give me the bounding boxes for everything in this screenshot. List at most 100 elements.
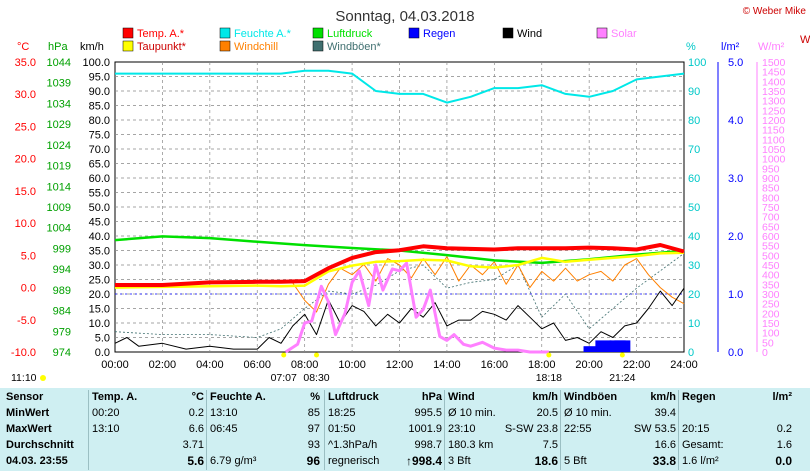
humidity-tick: 0 [688, 347, 694, 359]
cell-value: 20.5 [536, 407, 558, 419]
cell-left: 00:20 [92, 407, 120, 419]
legend-label: Taupunkt* [137, 41, 187, 53]
wind-tick: 35.0 [89, 246, 110, 258]
time-tick: 00:00 [101, 359, 129, 371]
legend-label: Windböen* [327, 41, 382, 53]
rain-bar [595, 340, 612, 352]
solar-tick: 350 [762, 279, 780, 291]
column-separator [560, 390, 561, 470]
solar-tick: 1450 [762, 67, 786, 79]
cell-left: 23:10 [448, 423, 476, 435]
rain-tick: 1.0 [728, 289, 743, 301]
solar-tick: 1050 [762, 144, 786, 156]
solar-tick: 900 [762, 173, 780, 185]
table-cell: MaxWert [6, 423, 52, 435]
chart-legend: Temp. A.* Feuchte A.* Luftdruck Regen Wind So… [122, 27, 637, 53]
cell-left: Ø 10 min. [448, 407, 496, 419]
table-cell: 01:50 1001.9 [328, 422, 442, 437]
cell-value: 7.5 [542, 439, 558, 451]
table-cell: Durchschnitt [6, 439, 74, 451]
cell-left: 5 Bft [564, 455, 587, 467]
table-column: Windböen km/h Ø 10 min. 39.4 22:55 SW 53.5 16.… [564, 388, 676, 471]
table-header: Temp. A. °C [92, 390, 204, 405]
sun-marker-label: 21:24 [609, 372, 635, 384]
humidity-tick: 10 [688, 318, 700, 330]
time-tick: 24:00 [670, 359, 698, 371]
header-unit: km/h [650, 391, 676, 403]
pressure-tick: 1024 [47, 140, 71, 152]
wind-tick: 40.0 [89, 231, 110, 243]
table-cell: 3.71 [92, 438, 204, 453]
wind-tick: 20.0 [89, 289, 110, 301]
table-header: Regen l/m² [682, 390, 792, 405]
legend-swatch [219, 40, 231, 52]
cell-value: ↑998.4 [405, 454, 442, 468]
pressure-tick: 1029 [47, 119, 71, 131]
header-unit: °C [191, 391, 204, 403]
time-tick: 02:00 [149, 359, 177, 371]
table-cell: 180.3 km 7.5 [448, 438, 558, 453]
table-cell: 20:15 0.2 [682, 422, 792, 437]
table-cell: 93 [210, 438, 320, 453]
header-label: Feuchte A. [210, 391, 266, 403]
legend-swatch [502, 27, 514, 39]
cell-left: regnerisch [328, 455, 380, 467]
table-column: Feuchte A.% 13:10 85 06:45 97 93 6.79 g/m³ 96 [210, 388, 320, 471]
temp-unit: °C [17, 41, 29, 53]
series-temp-a [115, 243, 685, 287]
legend-swatch [408, 27, 420, 39]
table-cell: ^1.3hPa/h 998.7 [328, 438, 442, 453]
humidity-tick: 30 [688, 260, 700, 272]
legend-label: Temp. A.* [137, 28, 185, 40]
temp-tick: 25.0 [15, 121, 36, 133]
sun-marker-label: 11:10 [11, 372, 37, 384]
table-cell: 18:25 995.5 [328, 406, 442, 421]
time-tick: 08:00 [291, 359, 319, 371]
solar-tick: 1500 [762, 57, 786, 69]
legend-swatch [219, 27, 231, 39]
table-cell: regnerisch ↑998.4 [328, 454, 442, 469]
sun-marker-label: 18:18 [536, 372, 562, 384]
solar-tick: 1350 [762, 86, 786, 98]
cell-value: 96 [306, 454, 320, 468]
temp-tick: 10.0 [15, 218, 36, 230]
legend-label: Regen [423, 28, 455, 40]
rain-bar [614, 340, 631, 352]
rain-tick: 2.0 [728, 231, 743, 243]
table-cell: 5 Bft 33.8 [564, 454, 676, 469]
temp-tick: 15.0 [15, 186, 36, 198]
sun-marker-label: 08:30 [303, 372, 329, 384]
table-column: Regen l/m² 20:15 0.2 Gesamt: 1.6 1.6 l/m² 0.0 [682, 388, 792, 471]
solar-tick: 1100 [762, 134, 785, 146]
chart-title: Sonntag, 04.03.2018 [335, 8, 474, 25]
cell-value: 39.4 [654, 407, 676, 419]
cell-value: 97 [307, 423, 320, 435]
solar-tick: 600 [762, 231, 780, 243]
wind-tick: 55.0 [89, 188, 110, 200]
pressure-tick: 974 [53, 347, 71, 359]
humidity-tick: 70 [688, 144, 700, 156]
series-solar [284, 261, 549, 354]
sun-marker-icon [281, 352, 287, 358]
table-column: Sensor MinWert MaxWert Durchschnitt 04.03. 2… [6, 388, 90, 471]
cell-value: 0.2 [188, 407, 204, 419]
solar-tick: 550 [762, 241, 780, 253]
table-cell: 1.6 l/m² 0.0 [682, 454, 792, 469]
sun-marker-icon [40, 375, 46, 381]
cell-value: 85 [307, 407, 320, 419]
cell-value: SW 53.5 [633, 423, 676, 435]
header-unit: hPa [421, 391, 442, 403]
wind-tick: 85.0 [89, 101, 110, 113]
legend-swatch [312, 40, 324, 52]
column-separator [444, 390, 445, 470]
legend-swatch [312, 27, 324, 39]
time-tick: 20:00 [575, 359, 603, 371]
solar-tick: 1250 [762, 105, 786, 117]
wind-tick: 95.0 [89, 72, 110, 84]
table-cell: 22:55 SW 53.5 [564, 422, 676, 437]
sun-marker-icon [546, 352, 552, 358]
cell-value: 3.71 [182, 439, 204, 451]
solar-tick: 700 [762, 212, 780, 224]
solar-tick: 200 [762, 308, 780, 320]
table-header: Wind km/h [448, 390, 558, 405]
